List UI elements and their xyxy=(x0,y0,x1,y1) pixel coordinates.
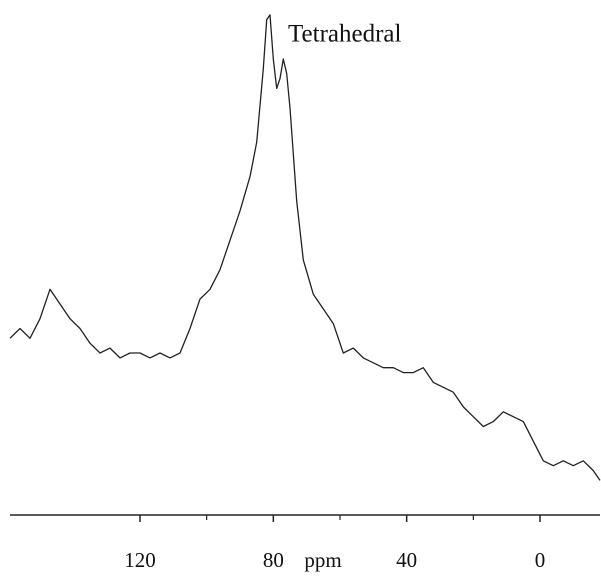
spectrum-line xyxy=(9,14,601,481)
x-tick-label: 0 xyxy=(535,548,546,572)
x-tick-label: 40 xyxy=(396,548,417,572)
x-tick-label: 120 xyxy=(124,548,156,572)
annotation: Tetrahedral xyxy=(288,21,402,48)
x-tick-label: 80 xyxy=(263,548,284,572)
x-axis-label: ppm xyxy=(304,548,341,572)
